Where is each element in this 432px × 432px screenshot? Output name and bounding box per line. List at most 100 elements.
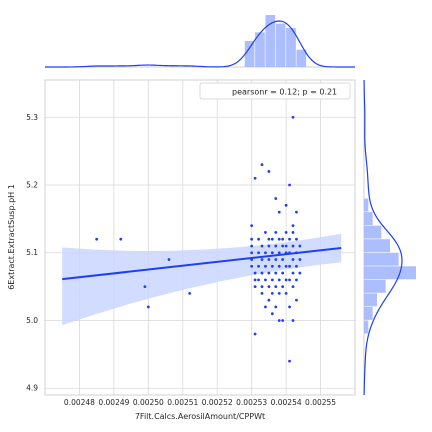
scatter-point-6 bbox=[250, 224, 254, 228]
scatter-point-50 bbox=[270, 251, 274, 255]
scatter-point-43 bbox=[267, 237, 271, 241]
scatter-point-23 bbox=[250, 251, 254, 255]
y-tick-label-1: 5.0 bbox=[26, 316, 38, 325]
x-tick-label-5: 0.00253 bbox=[236, 398, 267, 407]
scatter-point-40 bbox=[264, 264, 267, 268]
legend-box bbox=[199, 82, 351, 100]
scatter-point-27 bbox=[253, 278, 257, 282]
scatter-point-42 bbox=[264, 305, 267, 309]
scatter-point-94 bbox=[298, 258, 302, 261]
scatter-point-87 bbox=[291, 319, 295, 322]
scatter-point-34 bbox=[260, 258, 264, 261]
scatter-point-62 bbox=[277, 251, 281, 255]
scatter-point-54 bbox=[270, 312, 274, 316]
scatter-point-35 bbox=[260, 271, 264, 275]
x-tick-labels: 0.00248 0.00249 0.00250 0.00251 0.00252 0.002… bbox=[64, 398, 336, 407]
scatter-point-16 bbox=[288, 359, 291, 363]
scatter-point-45 bbox=[267, 258, 271, 261]
scatter-point-82 bbox=[291, 224, 295, 228]
x-marginal-histogram bbox=[45, 15, 355, 68]
scatter-point-88 bbox=[295, 210, 298, 214]
scatter-point-61 bbox=[277, 237, 281, 241]
scatter-point-13 bbox=[281, 244, 285, 248]
scatter-point-60 bbox=[274, 305, 278, 309]
scatter-point-36 bbox=[260, 285, 264, 289]
scatter-point-74 bbox=[284, 264, 288, 268]
scatter-point-17 bbox=[284, 203, 288, 207]
scatter-point-47 bbox=[267, 285, 271, 289]
scatter-point-70 bbox=[281, 319, 285, 322]
scatter-point-8 bbox=[253, 332, 257, 336]
scatter-point-41 bbox=[264, 278, 267, 282]
regression-line bbox=[62, 247, 342, 281]
scatter-point-37 bbox=[260, 291, 264, 295]
y-marginal-bar-6 bbox=[364, 279, 386, 293]
scatter-point-32 bbox=[257, 278, 260, 282]
y-tick-label-0: 4.9 bbox=[26, 384, 38, 393]
scatter-point-56 bbox=[274, 244, 278, 248]
scatter-point-75 bbox=[284, 278, 288, 282]
scatter-point-30 bbox=[257, 251, 260, 255]
scatter-point-84 bbox=[291, 258, 295, 261]
scatter-point-28 bbox=[253, 285, 257, 289]
scatter-point-20 bbox=[277, 319, 281, 322]
scatter-point-3 bbox=[146, 305, 150, 309]
x-marginal-bar-5 bbox=[296, 49, 307, 67]
y-tick-label-2: 5.1 bbox=[26, 248, 38, 257]
scatter-point-77 bbox=[288, 237, 291, 241]
x-axis-label: 7Filt.Calcs.AerosilAmount/CPPWt bbox=[135, 412, 265, 421]
y-marginal-bar-7 bbox=[364, 293, 377, 307]
x-tick-label-6: 0.00254 bbox=[271, 398, 302, 407]
scatter-point-5 bbox=[188, 291, 192, 295]
x-marginal-bar-2 bbox=[265, 15, 276, 67]
scatter-point-86 bbox=[291, 285, 295, 289]
scatter-point-59 bbox=[274, 285, 278, 289]
x-tick-label-0: 0.00248 bbox=[64, 398, 95, 407]
scatter-point-10 bbox=[267, 170, 271, 173]
scatter-point-57 bbox=[274, 258, 278, 261]
scatter-point-55 bbox=[274, 231, 278, 234]
x-tick-label-4: 0.00252 bbox=[202, 398, 233, 407]
scatter-point-39 bbox=[264, 251, 267, 255]
scatter-point-19 bbox=[295, 298, 298, 302]
joint-frame bbox=[44, 79, 356, 396]
scatter-point-65 bbox=[277, 291, 281, 295]
y-marginal-bar-5 bbox=[364, 266, 416, 280]
scatter-point-51 bbox=[270, 264, 274, 268]
x-marginal-bar-3 bbox=[275, 23, 286, 68]
x-tick-label-7: 0.00255 bbox=[305, 398, 336, 407]
scatter-point-9 bbox=[260, 163, 264, 167]
scatter-point-12 bbox=[277, 210, 281, 214]
scatter-point-92 bbox=[295, 278, 298, 282]
scatter-point-11 bbox=[274, 197, 278, 200]
x-marginal-bar-1 bbox=[255, 32, 265, 67]
scatter-point-95 bbox=[298, 271, 302, 275]
y-tick-labels: 4.9 5.0 5.1 5.2 5.3 bbox=[26, 113, 38, 393]
scatter-point-71 bbox=[284, 231, 288, 234]
joint-axes: 0.00248 0.00249 0.00250 0.00251 0.00252 0.002… bbox=[26, 79, 356, 407]
x-tick-label-3: 0.00251 bbox=[167, 398, 198, 407]
scatter-point-91 bbox=[295, 264, 298, 268]
y-marginal-bar-0 bbox=[364, 198, 369, 212]
scatter-point-29 bbox=[257, 237, 260, 241]
scatter-point-26 bbox=[253, 271, 257, 275]
scatter-point-78 bbox=[288, 251, 291, 255]
scatter-point-58 bbox=[274, 271, 278, 275]
scatter-point-81 bbox=[288, 305, 291, 309]
scatter-point-52 bbox=[270, 278, 274, 282]
scatter-point-46 bbox=[267, 271, 271, 275]
scatter-point-76 bbox=[284, 291, 288, 295]
scatter-point-25 bbox=[250, 264, 254, 268]
x-tick-label-2: 0.00250 bbox=[133, 398, 164, 407]
scatter-point-90 bbox=[295, 251, 298, 255]
y-marginal-bar-2 bbox=[364, 225, 382, 239]
y-marginal-bars bbox=[364, 198, 416, 334]
x-marginal-kde bbox=[45, 20, 355, 68]
scatter-point-53 bbox=[270, 291, 274, 295]
scatter-point-49 bbox=[270, 237, 274, 241]
x-tick-label-1: 0.00249 bbox=[98, 398, 129, 407]
scatter-point-73 bbox=[284, 251, 288, 255]
scatter-point-66 bbox=[281, 237, 285, 241]
x-marginal-bars bbox=[244, 15, 307, 68]
